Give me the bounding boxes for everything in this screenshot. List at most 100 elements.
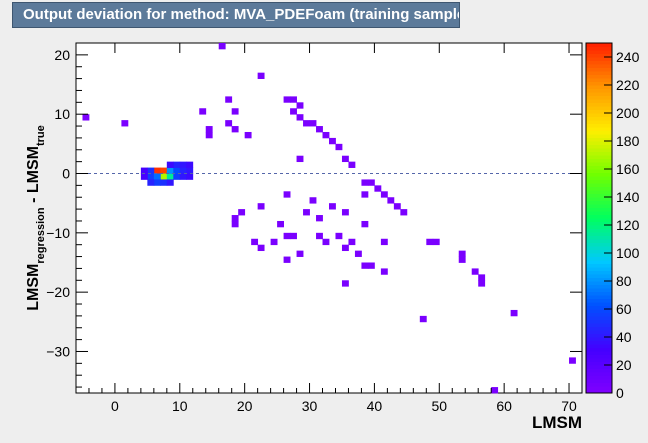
heatmap-cell <box>322 238 330 246</box>
y-axis-title-sub1: regression <box>35 207 47 264</box>
heatmap-cell <box>166 179 174 186</box>
color-scale-segment <box>586 57 612 61</box>
axes: 0 10 20 30 40 50 60 70 −30 −20 −10 0 10 20 <box>46 42 582 414</box>
heatmap-cell <box>205 126 213 133</box>
heatmap-cell <box>270 238 278 246</box>
color-scale-segment <box>586 207 612 212</box>
x-tick-label: 20 <box>237 398 253 414</box>
color-scale-segment <box>586 333 612 338</box>
color-scale-label: 140 <box>616 189 640 205</box>
heatmap-cell <box>186 173 194 180</box>
heatmap-cell <box>283 256 291 263</box>
heatmap-cell <box>419 315 427 323</box>
color-scale-segment <box>586 43 612 47</box>
heatmap-cell <box>257 244 265 252</box>
heatmap-cell <box>121 120 129 127</box>
color-scale-segment <box>586 337 612 341</box>
color-scale-segment <box>586 85 612 89</box>
heatmap-cell <box>283 232 291 240</box>
color-scale-segment <box>586 242 612 247</box>
y-tick-label: −30 <box>46 343 70 359</box>
color-scale-segment <box>586 200 612 205</box>
color-scale-segment <box>586 274 612 278</box>
color-scale-segment <box>586 179 612 184</box>
heatmap-cell <box>361 262 369 269</box>
color-scale-segment <box>586 225 612 229</box>
chart-title: Output deviation for method: MVA_PDEFoam… <box>12 2 460 28</box>
color-scale-segment <box>586 46 612 51</box>
heatmap-cell <box>341 280 349 287</box>
color-scale-segment <box>586 284 612 289</box>
color-scale-segment <box>586 239 612 243</box>
color-scale-bar: 0 20 40 60 80 100 120 140 160 180 200 220 240 <box>585 42 640 401</box>
heatmap-cell <box>290 232 297 240</box>
heatmap-cell <box>309 120 317 127</box>
heatmap-cell <box>251 238 259 246</box>
heatmap-cell <box>316 232 323 240</box>
color-scale-segment <box>586 232 612 236</box>
color-scale-segment <box>586 120 612 124</box>
color-scale-segment <box>586 53 612 58</box>
heatmap-cell <box>361 220 369 228</box>
color-scale-segment <box>586 134 612 138</box>
color-scale-segment <box>586 214 612 219</box>
heatmap-cell <box>380 191 388 198</box>
color-scale-segment <box>586 354 612 359</box>
color-scale-segment <box>586 204 612 208</box>
color-scale-segment <box>586 172 612 177</box>
color-scale-segment <box>586 158 612 163</box>
color-scale-label: 120 <box>616 217 640 233</box>
y-axis-title-mid: - LMSM <box>25 146 42 207</box>
color-scale-label: 20 <box>616 357 632 373</box>
heatmap-cell <box>458 250 466 257</box>
heatmap-cell <box>348 161 356 168</box>
heatmap-cell <box>160 173 168 180</box>
color-scale-segment <box>586 361 612 366</box>
heatmap-cell <box>147 167 155 174</box>
heatmap-cell <box>225 120 233 127</box>
heatmap-cell <box>153 173 161 180</box>
heatmap-cell <box>238 209 246 216</box>
color-scale-label: 100 <box>616 245 640 261</box>
color-scale-segment <box>586 92 612 96</box>
color-scale-segment <box>586 169 612 173</box>
color-scale-segment <box>586 67 612 72</box>
heatmap-cell <box>303 209 310 216</box>
color-scale-segment <box>586 221 612 226</box>
heatmap-cell <box>491 387 499 394</box>
heatmap-cell <box>153 167 161 174</box>
color-scale-segment <box>586 123 612 128</box>
color-scale-segment <box>586 340 612 345</box>
color-scale-segment <box>586 298 612 303</box>
y-tick-label: 0 <box>62 166 70 182</box>
color-scale-segment <box>586 162 612 166</box>
x-tick-label: 30 <box>302 398 318 414</box>
heatmap-cell <box>186 161 194 168</box>
color-scale-segment <box>586 330 612 334</box>
color-scale-segment <box>586 326 612 331</box>
color-scale-segment <box>586 78 612 82</box>
color-scale-segment <box>586 186 612 191</box>
heatmap-cell <box>82 114 90 121</box>
heatmap-cell <box>367 262 375 269</box>
color-scale-segment <box>586 256 612 261</box>
heatmap-cell <box>283 191 291 198</box>
heatmap-cell <box>348 238 356 246</box>
color-scale-segment <box>586 365 612 369</box>
color-scale-label: 60 <box>616 301 632 317</box>
heatmap-cell <box>387 197 395 204</box>
x-tick-label: 70 <box>561 398 577 414</box>
color-scale-segment <box>586 386 612 390</box>
heatmap-cell <box>257 72 265 79</box>
color-scale-segment <box>586 277 612 282</box>
y-axis-title-sub2: true <box>35 125 47 146</box>
x-tick-label: 50 <box>431 398 447 414</box>
heatmap-cell <box>166 173 174 180</box>
heatmap-cell <box>173 167 181 174</box>
heatmap-cell <box>140 173 148 180</box>
color-scale-segment <box>586 211 612 215</box>
color-scale-segment <box>586 148 612 152</box>
color-scale-segment <box>586 347 612 352</box>
color-scale-segment <box>586 372 612 376</box>
plot-frame <box>75 42 583 394</box>
